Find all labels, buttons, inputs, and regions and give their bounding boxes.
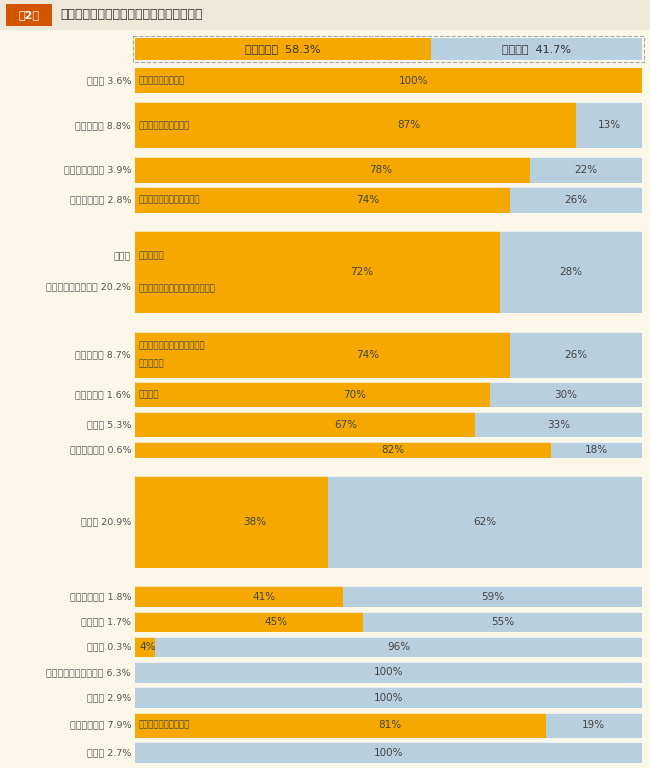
Text: 30%: 30% xyxy=(554,390,577,400)
Bar xyxy=(474,412,642,437)
Text: 74%: 74% xyxy=(356,349,379,359)
Text: 100%: 100% xyxy=(399,75,428,85)
Text: 33%: 33% xyxy=(547,419,570,429)
Bar xyxy=(135,662,642,683)
Bar xyxy=(133,36,644,62)
Bar xyxy=(135,687,642,708)
Bar xyxy=(0,0,650,30)
Text: 保健所・ごみ処理等: 保健所・ごみ処理等 xyxy=(139,76,185,85)
Text: その他 2.7%: その他 2.7% xyxy=(86,748,131,757)
Text: 民生費のうち年金関係 6.3%: 民生費のうち年金関係 6.3% xyxy=(46,668,131,677)
Text: 96%: 96% xyxy=(387,642,410,652)
Text: 災害復旧費等 0.6%: 災害復旧費等 0.6% xyxy=(70,445,131,455)
Bar xyxy=(135,187,510,213)
Text: 45%: 45% xyxy=(265,617,288,627)
Text: 戸籍、住民基本台帳等: 戸籍、住民基本台帳等 xyxy=(139,720,190,730)
Text: 国・地方を通じる純計歳出規模（目的別）: 国・地方を通じる純計歳出規模（目的別） xyxy=(60,8,203,22)
Text: 恩給費 0.3%: 恩給費 0.3% xyxy=(86,643,131,652)
Bar xyxy=(343,587,642,607)
Text: 82%: 82% xyxy=(381,445,404,455)
Bar xyxy=(363,611,642,632)
Bar xyxy=(576,102,642,148)
Bar xyxy=(135,157,530,183)
Text: 18%: 18% xyxy=(585,445,608,455)
Text: 一般行政費等 7.9%: 一般行政費等 7.9% xyxy=(70,720,131,730)
Text: 司法警察消防費 3.9%: 司法警察消防費 3.9% xyxy=(64,166,131,174)
Text: 社会教育費等 2.8%: 社会教育費等 2.8% xyxy=(70,195,131,204)
Text: 78%: 78% xyxy=(369,165,392,175)
Text: 70%: 70% xyxy=(344,390,367,400)
Text: 13%: 13% xyxy=(597,121,621,131)
Bar xyxy=(135,442,551,458)
Text: 26%: 26% xyxy=(565,349,588,359)
Text: 地方の割合  58.3%: 地方の割合 58.3% xyxy=(245,44,320,54)
Text: 学校教育費 8.8%: 学校教育費 8.8% xyxy=(75,121,131,130)
Text: 児童福祉、: 児童福祉、 xyxy=(139,251,164,260)
Bar xyxy=(135,231,500,313)
Bar xyxy=(135,332,510,378)
Text: 62%: 62% xyxy=(473,517,497,527)
Text: 国土保全費 1.6%: 国土保全費 1.6% xyxy=(75,390,131,399)
Bar xyxy=(135,587,343,607)
Bar xyxy=(135,68,642,93)
Text: 介護などの老人福祉、生活保護等: 介護などの老人福祉、生活保護等 xyxy=(139,284,216,293)
Text: 26%: 26% xyxy=(565,195,588,205)
Text: 公債費 20.9%: 公債費 20.9% xyxy=(81,518,131,527)
Bar xyxy=(490,382,642,408)
Text: 国の割合  41.7%: 国の割合 41.7% xyxy=(502,44,571,54)
Text: 河川海岸: 河川海岸 xyxy=(139,390,159,399)
Text: 小・中学校、幼稚園等: 小・中学校、幼稚園等 xyxy=(139,121,190,130)
Bar xyxy=(135,382,490,408)
Bar xyxy=(510,332,642,378)
Text: 住宅費等 1.7%: 住宅費等 1.7% xyxy=(81,617,131,627)
Bar xyxy=(155,637,642,657)
Bar xyxy=(135,102,576,148)
Text: 72%: 72% xyxy=(350,267,373,277)
Text: 民生費: 民生費 xyxy=(114,253,131,262)
Bar xyxy=(500,231,642,313)
Bar xyxy=(135,713,545,738)
Text: 59%: 59% xyxy=(481,591,504,601)
Bar xyxy=(430,38,642,60)
Text: 国土開発費 8.7%: 国土開発費 8.7% xyxy=(75,350,131,359)
Text: （年金関係を除く） 20.2%: （年金関係を除く） 20.2% xyxy=(46,283,131,292)
Bar xyxy=(551,442,642,458)
Text: 商工費 5.3%: 商工費 5.3% xyxy=(86,420,131,429)
Bar xyxy=(135,38,430,60)
Text: 公民館、図書館、博物館等: 公民館、図書館、博物館等 xyxy=(139,195,200,204)
Text: 100%: 100% xyxy=(374,693,403,703)
Text: 67%: 67% xyxy=(334,419,357,429)
Text: 都市計画、道路、橋りょう、: 都市計画、道路、橋りょう、 xyxy=(139,341,205,350)
Text: 衛生費 3.6%: 衛生費 3.6% xyxy=(86,76,131,85)
Text: 100%: 100% xyxy=(374,748,403,758)
Text: 55%: 55% xyxy=(491,617,514,627)
Text: 100%: 100% xyxy=(374,667,403,677)
Text: 22%: 22% xyxy=(575,165,598,175)
Text: 公営住宅等: 公営住宅等 xyxy=(139,359,164,369)
Bar xyxy=(135,611,363,632)
Bar xyxy=(510,187,642,213)
Text: 防衛費 2.9%: 防衛費 2.9% xyxy=(86,694,131,702)
Text: 81%: 81% xyxy=(378,720,401,730)
Bar xyxy=(530,157,642,183)
Text: 農林水産業費 1.8%: 農林水産業費 1.8% xyxy=(70,592,131,601)
Bar xyxy=(135,412,474,437)
Text: 41%: 41% xyxy=(252,591,276,601)
Bar xyxy=(135,637,155,657)
Text: 19%: 19% xyxy=(582,720,605,730)
Text: 74%: 74% xyxy=(356,195,379,205)
Text: 第2図: 第2図 xyxy=(18,10,40,20)
Bar xyxy=(135,743,642,763)
Text: 4%: 4% xyxy=(139,642,156,652)
Bar xyxy=(545,713,642,738)
Bar xyxy=(6,4,52,26)
Bar xyxy=(328,476,642,568)
Text: 38%: 38% xyxy=(243,517,266,527)
Text: 87%: 87% xyxy=(397,121,420,131)
Text: 28%: 28% xyxy=(560,267,582,277)
Bar xyxy=(135,476,328,568)
